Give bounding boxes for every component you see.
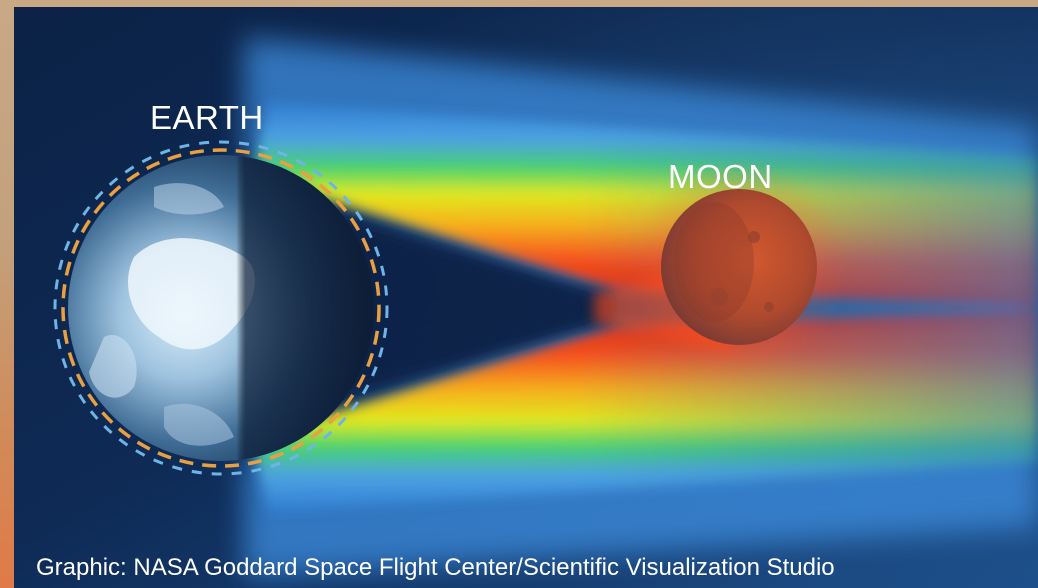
eclipse-diagram-panel: EARTH MOON Graphic: NASA Goddard Space F… bbox=[14, 7, 1038, 588]
earth-globe-icon bbox=[53, 140, 389, 476]
eclipse-scene bbox=[14, 7, 1038, 588]
lower-refracted-beam bbox=[254, 309, 1038, 512]
atmosphere-ring-blue bbox=[53, 140, 389, 476]
umbra-shadow-cone bbox=[284, 202, 614, 412]
moon-sphere-icon bbox=[631, 159, 847, 375]
image-credit: Graphic: NASA Goddard Space Flight Cente… bbox=[36, 554, 835, 581]
moon-label: MOON bbox=[668, 158, 773, 195]
atmosphere-ring-orange bbox=[61, 148, 381, 468]
earth-label: EARTH bbox=[150, 99, 264, 136]
